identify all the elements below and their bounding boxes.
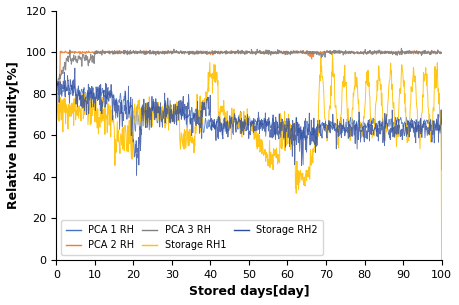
Y-axis label: Relative humidity[%]: Relative humidity[%] bbox=[7, 61, 20, 209]
X-axis label: Stored days[day]: Stored days[day] bbox=[189, 285, 309, 298]
Legend: PCA 1 RH, PCA 2 RH, PCA 3 RH, Storage RH1, Storage RH2: PCA 1 RH, PCA 2 RH, PCA 3 RH, Storage RH… bbox=[61, 220, 323, 255]
